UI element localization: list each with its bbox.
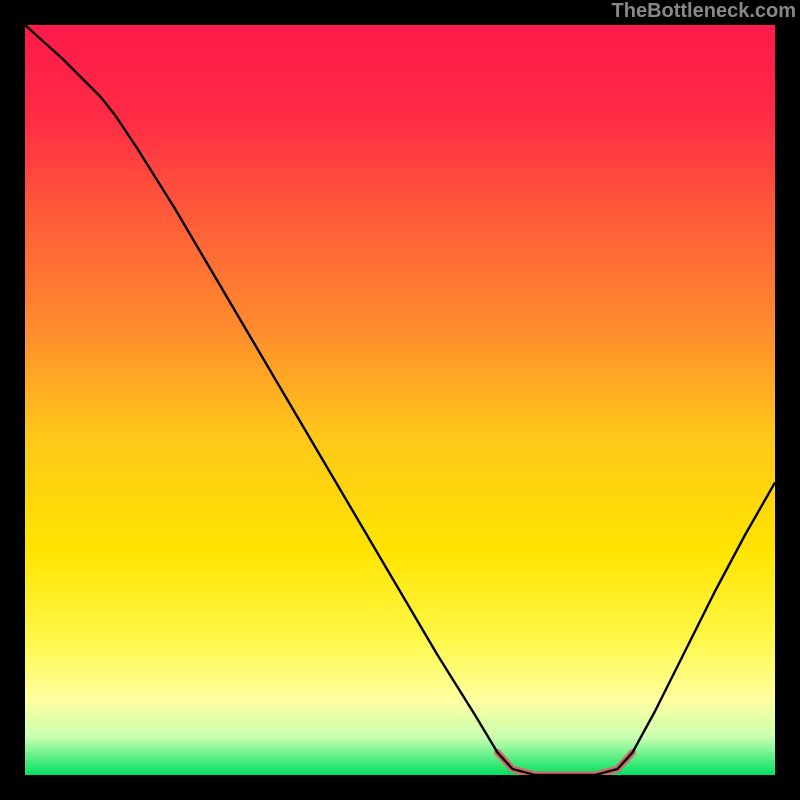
bottleneck-chart: [25, 25, 775, 775]
chart-svg: [25, 25, 775, 775]
chart-background: [25, 25, 775, 775]
watermark-text: TheBottleneck.com: [612, 0, 796, 23]
